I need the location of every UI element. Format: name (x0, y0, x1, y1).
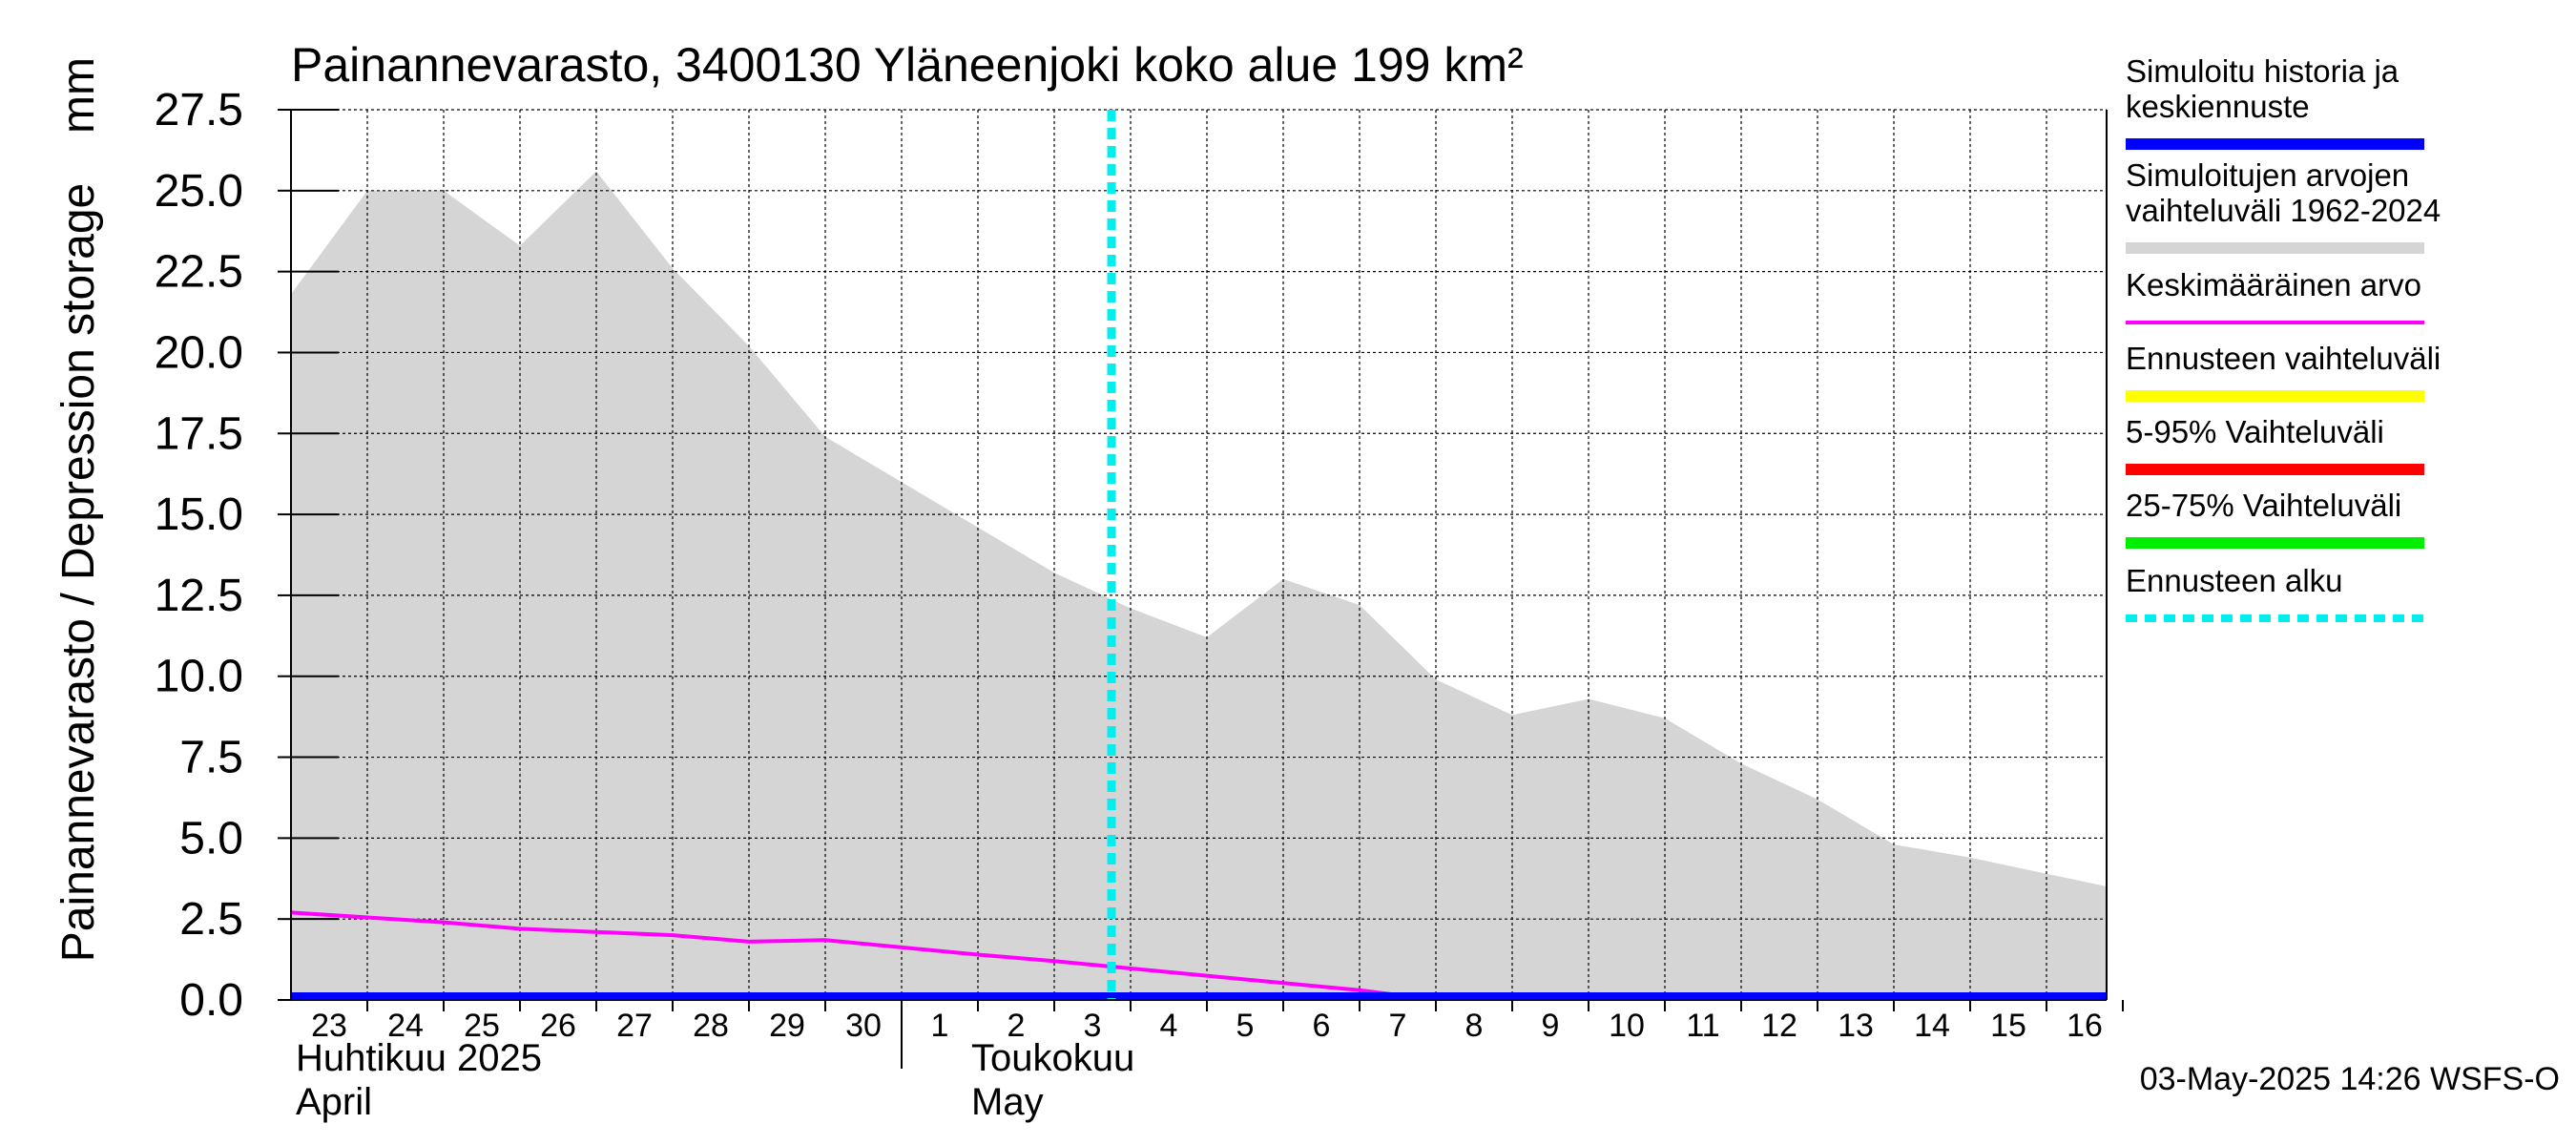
x-axis: 23 24 25 26 27 28 29 30 1 2 3 4 5 6 7 8 9 10 11 12 13 14 15 16H… (296, 1000, 2124, 1123)
x-day-label: 1 (931, 1008, 949, 1044)
y-tick-label: 20.0 (155, 327, 243, 378)
range-band-area (291, 171, 2107, 1000)
legend-label: Ennusteen alku (2126, 563, 2343, 598)
x-day-label: 23 (311, 1008, 347, 1044)
legend-item: 5-95% Vaihteluväli (2126, 414, 2424, 475)
x-day-label: 28 (693, 1008, 729, 1044)
legend-label: Keskimääräinen arvo (2126, 267, 2421, 302)
x-day-label: 30 (845, 1008, 882, 1044)
legend-label: 25-75% Vaihteluväli (2126, 488, 2401, 523)
legend-item: Ennusteen alku (2126, 563, 2424, 622)
x-day-label: 27 (616, 1008, 653, 1044)
x-day-label: 7 (1389, 1008, 1407, 1044)
x-day-label: 2 (1008, 1008, 1026, 1044)
legend-label: Simuloitujen arvojen (2126, 157, 2409, 193)
legend-label: vaihteluväli 1962-2024 (2126, 193, 2441, 228)
legend-label: Ennusteen vaihteluväli (2126, 341, 2441, 376)
x-day-label: 14 (1914, 1008, 1950, 1044)
legend-label: keskiennuste (2126, 89, 2310, 124)
legend-item: Keskimääräinen arvo (2126, 267, 2424, 324)
legend-label: 5-95% Vaihteluväli (2126, 414, 2384, 449)
x-day-label: 25 (464, 1008, 500, 1044)
y-axis-title: Painannevarasto / Depression storage (53, 183, 104, 963)
x-day-label: 8 (1465, 1008, 1484, 1044)
x-day-label: 15 (1990, 1008, 2026, 1044)
x-day-label: 12 (1761, 1008, 1797, 1044)
x-day-label: 26 (540, 1008, 576, 1044)
x-day-label: 9 (1542, 1008, 1560, 1044)
x-day-label: 24 (387, 1008, 424, 1044)
x-month-label-en: April (296, 1081, 372, 1123)
y-tick-label: 7.5 (179, 733, 243, 783)
chart-title: Painannevarasto, 3400130 Yläneenjoki kok… (291, 38, 1524, 92)
y-tick-label: 10.0 (155, 652, 243, 702)
y-tick-label: 5.0 (179, 813, 243, 864)
legend-item: Ennusteen vaihteluväli (2126, 341, 2441, 402)
mean-value-line (291, 910, 2107, 1000)
x-day-label: 5 (1236, 1008, 1255, 1044)
legend: Simuloitu historia jakeskiennusteSimuloi… (2126, 53, 2441, 622)
x-day-label: 16 (2067, 1008, 2103, 1044)
y-tick-label: 17.5 (155, 408, 243, 459)
x-day-label: 10 (1609, 1008, 1645, 1044)
legend-label: Simuloitu historia ja (2126, 53, 2399, 89)
x-month-label: Huhtikuu 2025 (296, 1037, 542, 1079)
y-tick-label: 15.0 (155, 489, 243, 540)
y-tick-label: 22.5 (155, 247, 243, 298)
y-tick-label: 12.5 (155, 571, 243, 621)
x-day-label: 3 (1084, 1008, 1102, 1044)
y-tick-label: 27.5 (155, 85, 243, 135)
y-axis: 0.0 2.5 5.0 7.5 10.0 12.5 15.0 17.5 20.0 22.5 25.0… (53, 57, 339, 1026)
legend-item: 25-75% Vaihteluväli (2126, 488, 2424, 549)
y-tick-label: 25.0 (155, 166, 243, 217)
grid (291, 109, 2107, 1000)
plot-area (290, 109, 2108, 1001)
x-day-label: 29 (769, 1008, 805, 1044)
footer-timestamp: 03-May-2025 14:26 WSFS-O (2140, 1061, 2560, 1097)
x-day-label: 6 (1313, 1008, 1331, 1044)
x-month-label-en: May (971, 1081, 1044, 1123)
y-axis-unit: mm (53, 57, 104, 134)
x-month-label: Toukokuu (971, 1037, 1134, 1079)
y-tick-label: 2.5 (179, 894, 243, 945)
x-day-label: 11 (1686, 1008, 1719, 1044)
x-day-label: 4 (1160, 1008, 1178, 1044)
x-day-label: 13 (1838, 1008, 1874, 1044)
y-tick-label: 0.0 (179, 975, 243, 1026)
